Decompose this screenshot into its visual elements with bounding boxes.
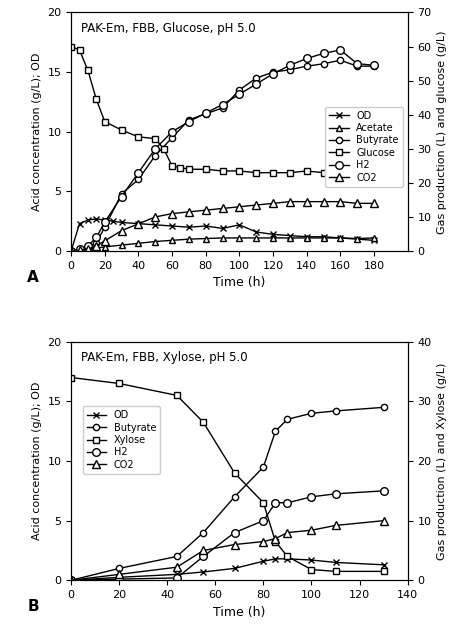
X-axis label: Time (h): Time (h) <box>213 276 265 290</box>
Legend: OD, Butyrate, Xylose, H2, CO2: OD, Butyrate, Xylose, H2, CO2 <box>82 406 160 474</box>
Y-axis label: Gas production (L) and glucose (g/L): Gas production (L) and glucose (g/L) <box>437 30 447 233</box>
Y-axis label: Acid concentration (g/L); OD: Acid concentration (g/L); OD <box>32 382 42 540</box>
Text: PAK-Em, FBB, Xylose, pH 5.0: PAK-Em, FBB, Xylose, pH 5.0 <box>81 351 248 364</box>
Y-axis label: Gas production (L) and Xylose (g/L): Gas production (L) and Xylose (g/L) <box>437 363 447 560</box>
Text: PAK-Em, FBB, Glucose, pH 5.0: PAK-Em, FBB, Glucose, pH 5.0 <box>81 22 256 35</box>
Text: A: A <box>27 270 39 285</box>
X-axis label: Time (h): Time (h) <box>213 606 265 618</box>
Text: B: B <box>27 599 39 615</box>
Legend: OD, Acetate, Butyrate, Glucose, H2, CO2: OD, Acetate, Butyrate, Glucose, H2, CO2 <box>325 107 403 187</box>
Y-axis label: Acid concentration (g/L); OD: Acid concentration (g/L); OD <box>32 52 42 211</box>
